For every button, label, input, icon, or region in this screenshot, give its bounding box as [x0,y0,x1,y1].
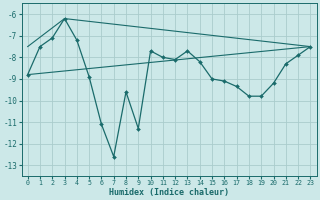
X-axis label: Humidex (Indice chaleur): Humidex (Indice chaleur) [109,188,229,197]
